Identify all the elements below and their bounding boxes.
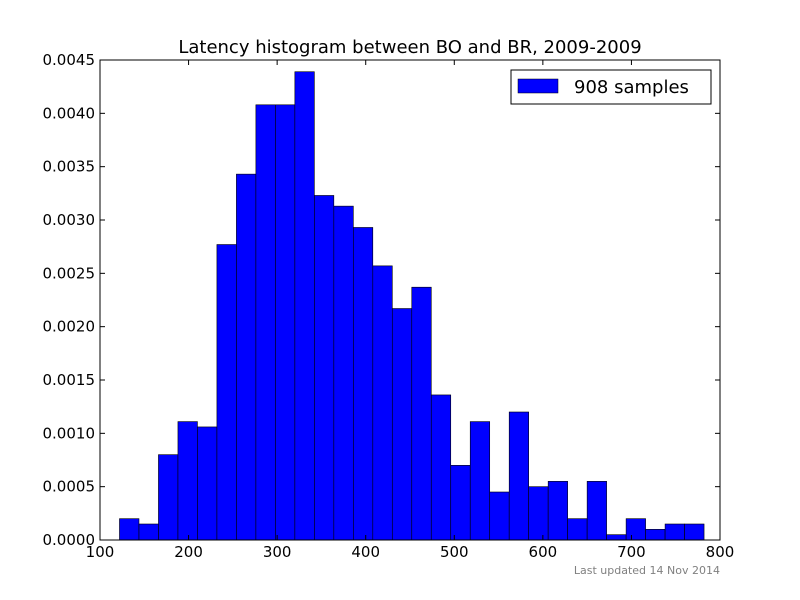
y-tick-label: 0.0000 bbox=[43, 531, 96, 549]
histogram-bar bbox=[372, 265, 393, 541]
plot-frame bbox=[99, 59, 721, 541]
histogram-bar bbox=[197, 426, 218, 541]
histogram-bar bbox=[625, 518, 646, 541]
histogram-bar bbox=[275, 104, 296, 541]
histogram-bar bbox=[411, 286, 432, 541]
chart-title: Latency histogram between BO and BR, 200… bbox=[178, 37, 641, 58]
y-tick-label: 0.0045 bbox=[43, 51, 96, 69]
histogram-bar bbox=[547, 481, 568, 541]
y-tick-label: 0.0010 bbox=[43, 424, 96, 442]
histogram-bar bbox=[294, 71, 315, 541]
x-tick-label: 300 bbox=[263, 543, 292, 561]
histogram-bar bbox=[391, 308, 413, 541]
histogram-bar bbox=[333, 205, 354, 541]
histogram-bar bbox=[469, 421, 491, 541]
histogram-bar bbox=[158, 454, 179, 541]
histogram-bar bbox=[508, 411, 529, 541]
y-tick-label: 0.0025 bbox=[43, 264, 96, 282]
histogram-bar bbox=[255, 104, 276, 541]
x-tick-label: 700 bbox=[617, 543, 646, 561]
last-updated-label: Last updated 14 Nov 2014 bbox=[574, 564, 720, 577]
histogram-bar bbox=[586, 481, 607, 541]
x-tick-label: 500 bbox=[440, 543, 469, 561]
histogram-bar bbox=[353, 227, 374, 541]
histogram-bar bbox=[450, 465, 471, 541]
x-tick-label: 400 bbox=[351, 543, 380, 561]
histogram-bar bbox=[606, 534, 627, 541]
y-tick-label: 0.0020 bbox=[43, 318, 96, 336]
histogram-bar bbox=[119, 518, 140, 541]
y-tick-label: 0.0040 bbox=[43, 104, 96, 122]
histogram-bar bbox=[684, 523, 705, 541]
bars-layer bbox=[119, 71, 705, 541]
y-tick-label: 0.0030 bbox=[43, 211, 96, 229]
legend-swatch bbox=[517, 78, 559, 94]
x-tick-label: 200 bbox=[174, 543, 203, 561]
histogram-bar bbox=[177, 421, 198, 541]
legend-label: 908 samples bbox=[574, 77, 689, 98]
histogram-bar bbox=[489, 491, 510, 541]
histogram-bar bbox=[236, 173, 257, 541]
x-tick-label: 800 bbox=[706, 543, 735, 561]
ticks-layer: 100 200 300 400 500 600 700 800 0.0000 0.0005 0.00… bbox=[43, 51, 735, 561]
y-tick-label: 0.0015 bbox=[43, 371, 96, 389]
histogram-bar bbox=[138, 523, 159, 541]
x-tick-label: 100 bbox=[86, 543, 115, 561]
histogram-bar bbox=[664, 523, 685, 541]
y-tick-label: 0.0035 bbox=[43, 158, 96, 176]
legend: 908 samples bbox=[510, 69, 712, 105]
x-tick-label: 600 bbox=[529, 543, 558, 561]
histogram-bar bbox=[645, 529, 666, 541]
histogram-bar bbox=[567, 518, 588, 541]
histogram-bar bbox=[528, 486, 549, 541]
histogram-bar bbox=[314, 195, 335, 541]
histogram-bar bbox=[430, 394, 452, 541]
y-tick-label: 0.0005 bbox=[43, 478, 96, 496]
histogram-bar bbox=[216, 244, 237, 541]
